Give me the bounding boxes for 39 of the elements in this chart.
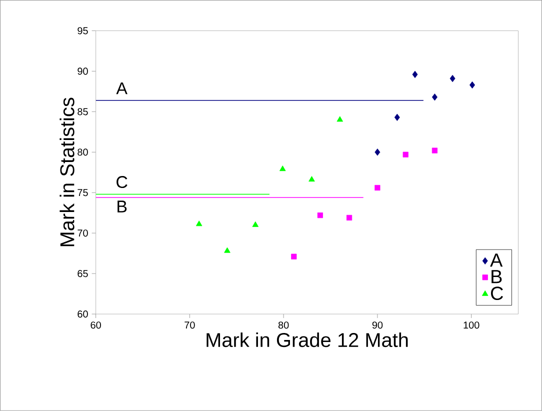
- point: [374, 148, 380, 156]
- x-tick-label: 60: [90, 322, 101, 329]
- point: [252, 221, 259, 227]
- legend-label: A: [490, 254, 503, 267]
- point: [346, 214, 352, 221]
- series-label: A: [116, 82, 128, 94]
- y-tick-label: 90: [78, 68, 88, 75]
- point: [432, 94, 438, 101]
- point: [317, 212, 323, 218]
- point: [308, 176, 315, 182]
- x-tick-label: 90: [372, 322, 383, 329]
- point: [402, 152, 408, 158]
- point: [412, 70, 418, 78]
- x-axis-title: Mark in Grade 12 Math: [206, 332, 408, 348]
- point: [470, 81, 476, 89]
- point: [224, 247, 230, 253]
- series-label: B: [118, 200, 127, 212]
- series-label: C: [116, 176, 128, 188]
- y-tick-label: 80: [78, 148, 88, 156]
- legend-label: C: [491, 286, 503, 300]
- y-tick-label: 60: [78, 310, 88, 318]
- point: [432, 148, 438, 154]
- y-tick-label: 85: [78, 108, 88, 116]
- x-tick-label: 100: [464, 322, 480, 329]
- point: [336, 116, 344, 122]
- point: [196, 220, 202, 226]
- point: [450, 74, 456, 82]
- point: [279, 166, 286, 172]
- x-tick-label: 80: [278, 322, 289, 329]
- point: [394, 114, 400, 122]
- x-tick-label: 70: [184, 322, 195, 329]
- y-axis-title: Mark in Statistics: [60, 98, 74, 246]
- y-tick-label: 95: [78, 27, 88, 34]
- y-tick-label: 70: [78, 230, 88, 237]
- point: [374, 185, 380, 191]
- point: [291, 254, 297, 260]
- legend-label: B: [492, 270, 502, 284]
- y-tick-label: 75: [78, 189, 88, 196]
- y-tick-label: 65: [78, 270, 88, 278]
